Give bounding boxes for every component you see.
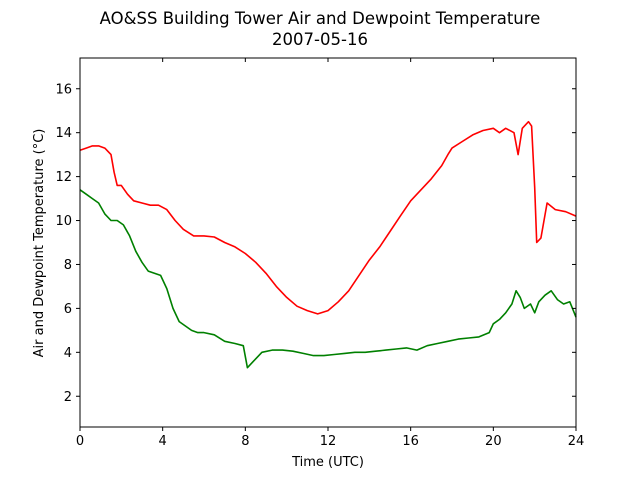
series-layer — [79, 120, 577, 369]
x-axis-label: Time (UTC) — [291, 455, 364, 470]
y-tick-label: 16 — [55, 82, 72, 97]
chart-title: AO&SS Building Tower Air and Dewpoint Te… — [100, 9, 541, 28]
x-tick-label: 12 — [320, 434, 337, 449]
y-axis-label: Air and Dewpoint Temperature (°C) — [32, 129, 47, 358]
y-tick-label: 4 — [64, 346, 72, 361]
y-tick-label: 8 — [64, 258, 72, 273]
y-tick-label: 2 — [64, 390, 72, 405]
y-tick-label: 14 — [55, 126, 72, 141]
x-tick-label: 20 — [485, 434, 502, 449]
plot-frame — [79, 57, 577, 428]
x-tick-label: 4 — [159, 434, 167, 449]
x-tick-label: 16 — [402, 434, 419, 449]
y-tick-label: 12 — [55, 170, 72, 185]
chart-subtitle: 2007-05-16 — [272, 30, 368, 49]
y-tick-label: 10 — [55, 214, 72, 229]
y-tick-label: 6 — [64, 302, 72, 317]
x-tick-label: 0 — [76, 434, 84, 449]
x-tick-label: 8 — [241, 434, 249, 449]
series-line-1 — [79, 120, 577, 315]
series-line-2 — [79, 189, 577, 369]
x-tick-label: 24 — [568, 434, 585, 449]
